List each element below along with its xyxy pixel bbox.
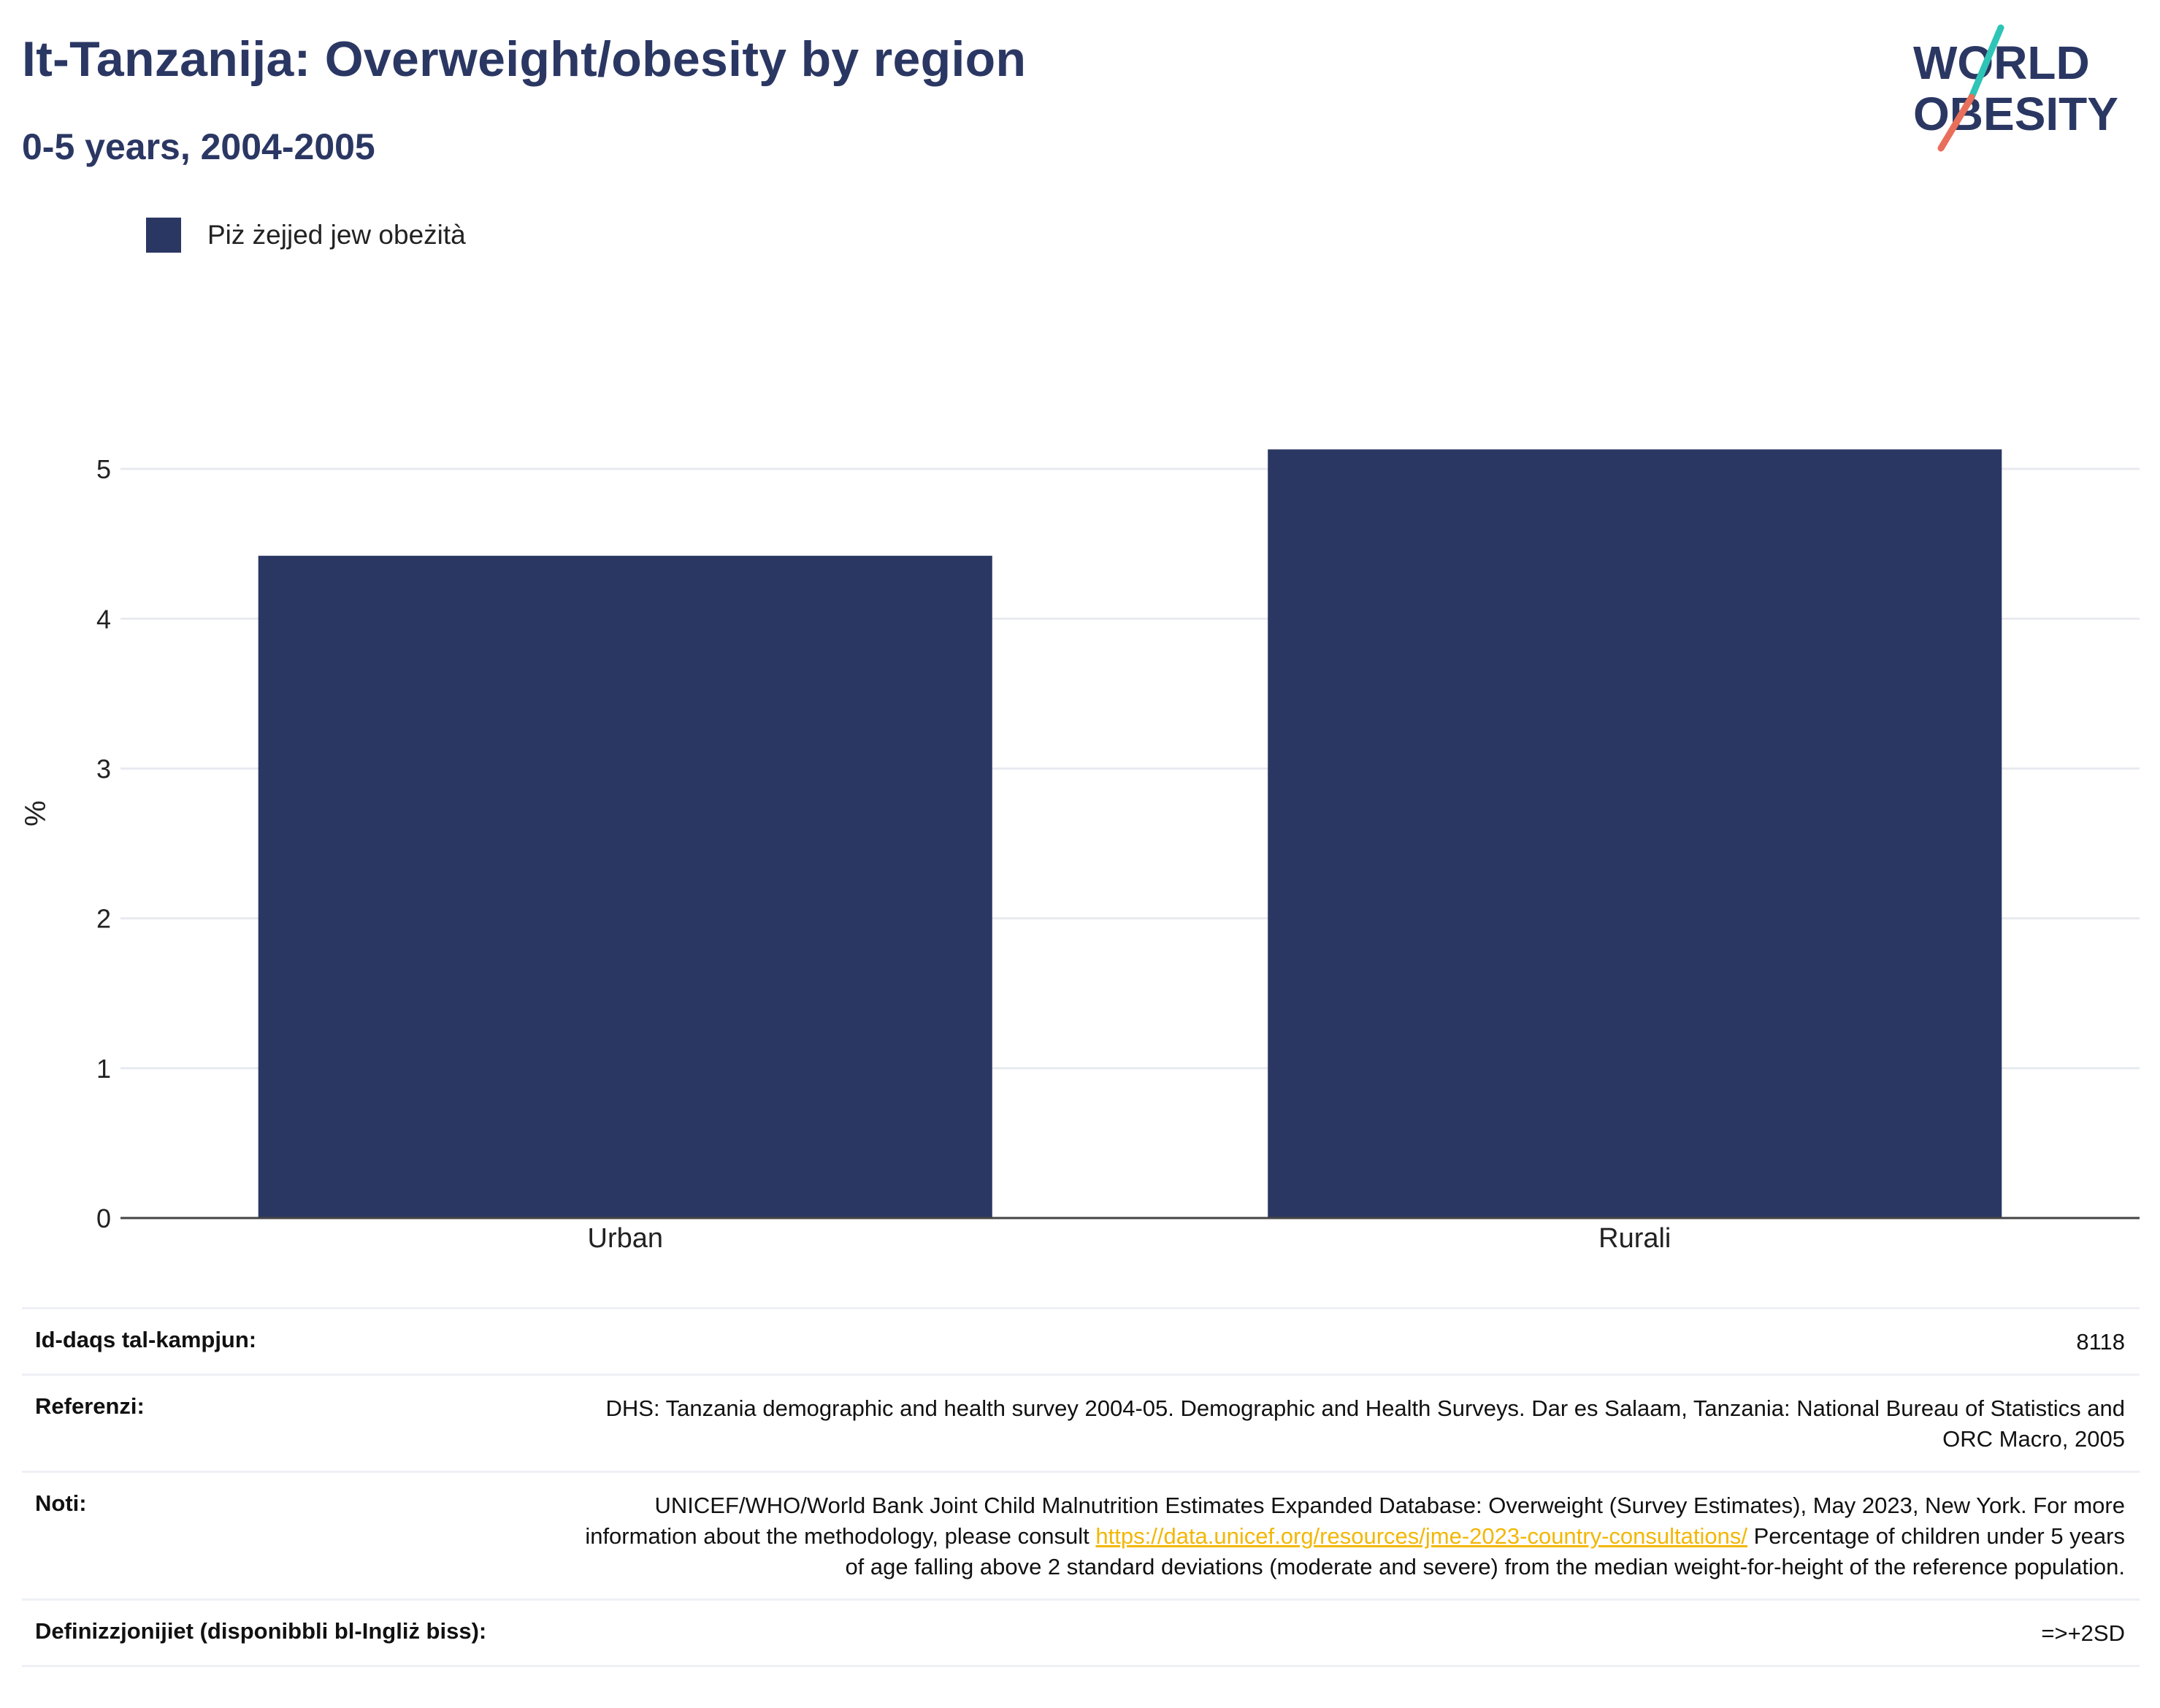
x-tick-labels: Urban Rurali — [588, 1223, 1671, 1254]
definitions-value: =>+2SD — [2041, 1620, 2125, 1646]
y-tick-label: 5 — [96, 454, 111, 484]
x-tick-label: Urban — [588, 1223, 664, 1254]
logo-slash-teal — [1968, 24, 2004, 101]
sample-size-value: 8118 — [2076, 1329, 2125, 1355]
legend-label: Piż żejjed jew obeżità — [207, 220, 466, 250]
sample-size-row: Id-daqs tal-kampjun: 8118 — [22, 1307, 2140, 1374]
y-axis-title: % — [20, 800, 52, 827]
notes-text-2: Percentage of children under 5 years of … — [845, 1523, 2125, 1579]
y-tick-label: 3 — [96, 754, 111, 784]
bar-chart: 0 1 2 3 4 5 Urban Rurali % — [20, 449, 2140, 1254]
logo-word-world: WORLD — [1913, 37, 2090, 89]
chart-subtitle: 0-5 years, 2004-2005 — [22, 126, 375, 167]
bar-urban — [258, 556, 992, 1218]
world-obesity-logo: WORLD OBESITY — [1913, 24, 2118, 152]
methodology-link[interactable]: https://data.unicef.org/resources/jme-20… — [1095, 1523, 1747, 1549]
definitions-label: Definizzjonijiet (disponibbli bl-Ingliż … — [35, 1618, 487, 1644]
references-value: DHS: Tanzania demographic and health sur… — [605, 1395, 2125, 1452]
legend: Piż żejjed jew obeżità — [146, 218, 466, 253]
info-table: Id-daqs tal-kampjun: 8118 Referenzi: DHS… — [22, 1307, 2140, 1667]
y-tick-label: 2 — [96, 904, 111, 934]
notes-label: Noti: — [35, 1490, 87, 1516]
sample-size-label: Id-daqs tal-kampjun: — [35, 1327, 257, 1352]
bar-rurali — [1268, 449, 2002, 1218]
bars — [258, 449, 2002, 1218]
y-tick-label: 1 — [96, 1054, 111, 1084]
notes-text-1: UNICEF/WHO/World Bank Joint Child Malnut… — [585, 1493, 2125, 1549]
y-tick-label: 4 — [96, 604, 111, 634]
x-tick-label: Rurali — [1598, 1223, 1671, 1254]
notes-row: Noti: UNICEF/WHO/World Bank Joint Child … — [22, 1471, 2140, 1598]
references-row: Referenzi: DHS: Tanzania demographic and… — [22, 1374, 2140, 1471]
references-label: Referenzi: — [35, 1393, 145, 1419]
notes-value: UNICEF/WHO/World Bank Joint Child Malnut… — [577, 1490, 2125, 1582]
logo-slash-coral — [1937, 93, 1975, 152]
legend-swatch — [146, 218, 181, 253]
chart-title: It-Tanzanija: Overweight/obesity by regi… — [22, 31, 1027, 87]
y-tick-labels: 0 1 2 3 4 5 — [96, 454, 111, 1233]
definitions-row: Definizzjonijiet (disponibbli bl-Ingliż … — [22, 1598, 2140, 1667]
y-tick-label: 0 — [96, 1203, 111, 1233]
